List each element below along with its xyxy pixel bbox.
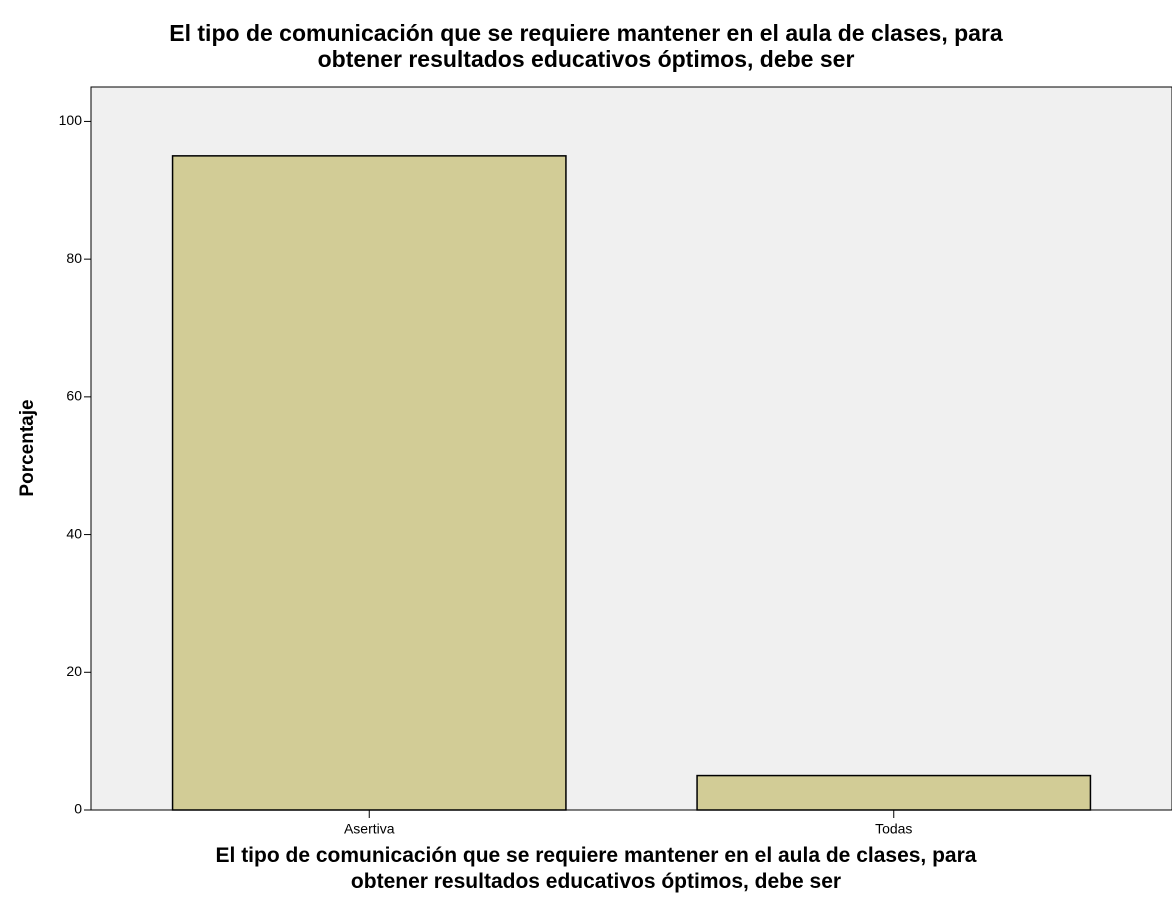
y-tick-label: 100 <box>59 112 83 128</box>
y-tick-label: 80 <box>66 250 82 266</box>
y-tick-label: 60 <box>66 388 82 404</box>
x-tick-label: Todas <box>875 821 912 837</box>
x-tick-label: Asertiva <box>344 821 395 837</box>
y-axis-label: Porcentaje <box>17 399 38 496</box>
chart-title: El tipo de comunicación que se requiere … <box>169 20 1003 72</box>
x-axis-label: El tipo de comunicación que se requiere … <box>215 844 977 893</box>
y-tick-label: 20 <box>66 663 82 679</box>
y-tick-label: 0 <box>74 801 82 817</box>
bar <box>171 155 567 811</box>
y-tick-label: 40 <box>66 525 82 541</box>
bar <box>696 774 1092 811</box>
